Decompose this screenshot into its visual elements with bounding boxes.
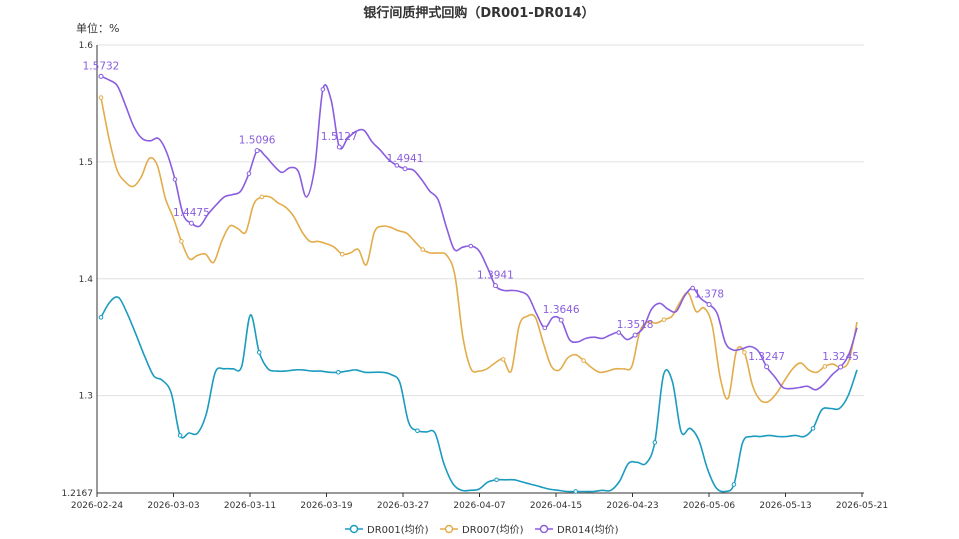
axes: 1.2167 1.3 1.4 1.5 1.6 2026-02-24 2026-03-03 20… [62, 41, 889, 511]
legend-label: DR001(均价) [367, 524, 429, 536]
y-tick-label: 1.2167 [62, 489, 94, 499]
data-point[interactable] [690, 285, 695, 291]
data-point[interactable] [339, 251, 345, 257]
data-point[interactable] [468, 243, 474, 249]
data-point[interactable] [259, 194, 265, 200]
legend-marker [539, 524, 549, 534]
data-label: 1.4941 [387, 153, 424, 165]
labeled-point[interactable] [706, 301, 712, 307]
legend-label: DR014(均价) [557, 524, 619, 536]
data-point[interactable] [415, 428, 420, 434]
x-tick-label: 2026-04-07 [453, 501, 505, 511]
unit-label: 单位：% [76, 21, 119, 35]
labeled-point[interactable] [188, 220, 194, 226]
data-label: 1.378 [694, 288, 724, 300]
data-point[interactable] [616, 330, 621, 335]
labeled-point[interactable] [98, 73, 104, 79]
data-point[interactable] [420, 247, 426, 252]
x-tick-label: 2026-03-19 [300, 501, 353, 511]
legend-marker [444, 524, 454, 534]
data-point[interactable] [172, 177, 178, 182]
data-point[interactable] [256, 350, 262, 355]
labeled-point[interactable] [558, 317, 564, 323]
data-point[interactable] [394, 163, 400, 168]
data-point[interactable] [98, 315, 104, 320]
data-point[interactable] [581, 358, 586, 363]
series-line-3[interactable] [100, 75, 858, 391]
y-tick-label: 1.6 [79, 41, 94, 51]
x-tick-label: 2026-05-21 [836, 501, 888, 511]
data-label: 1.3245 [822, 351, 859, 363]
data-label: 1.3941 [477, 270, 514, 282]
data-point[interactable] [500, 357, 506, 362]
labeled-point[interactable] [492, 283, 498, 289]
data-labels: 1.5732 1.4475 1.5096 1.5127 1.4941 1.3941 1.36… [83, 60, 859, 370]
y-tick-label: 1.3 [79, 392, 93, 402]
data-label: 1.3247 [748, 351, 785, 363]
x-tick-label: 2026-04-23 [606, 501, 658, 511]
x-tick-label: 2026-03-03 [147, 501, 199, 511]
labeled-point[interactable] [632, 332, 638, 338]
data-point[interactable] [179, 239, 184, 244]
legend-marker [349, 524, 359, 534]
legend-item-1[interactable]: DR001(均价) [345, 524, 429, 536]
x-tick-label: 2026-03-11 [224, 501, 276, 511]
data-label: 1.5732 [83, 60, 120, 72]
series-line-1[interactable] [100, 296, 858, 493]
data-label: 1.5096 [239, 135, 276, 147]
data-label: 1.3646 [543, 304, 580, 316]
data-point[interactable] [742, 350, 747, 355]
x-tick-label: 2026-05-13 [759, 501, 811, 511]
chart-title: 银行间质押式回购（DR001-DR014） [363, 5, 594, 21]
data-point[interactable] [542, 325, 548, 331]
data-point[interactable] [652, 440, 658, 445]
series-line-2[interactable] [100, 97, 858, 404]
data-point[interactable] [336, 369, 341, 375]
x-tick-label: 2026-05-06 [683, 501, 736, 511]
legend-label: DR007(均价) [462, 524, 524, 536]
legend-item-3[interactable]: DR014(均价) [535, 524, 619, 536]
data-label: 1.4475 [173, 207, 210, 219]
labeled-point[interactable] [838, 364, 844, 370]
legend-item-2[interactable]: DR007(均价) [440, 524, 524, 536]
data-point[interactable] [573, 489, 578, 494]
data-label: 1.3518 [617, 319, 654, 331]
x-tick-label: 2026-04-15 [530, 501, 582, 511]
data-label: 1.5127 [321, 131, 358, 143]
labeled-point[interactable] [764, 364, 770, 370]
data-point[interactable] [731, 482, 737, 487]
data-point[interactable] [810, 426, 816, 431]
data-point[interactable] [320, 87, 326, 92]
x-tick-label: 2026-02-24 [71, 501, 124, 511]
labeled-point[interactable] [402, 166, 408, 172]
data-point[interactable] [246, 171, 252, 176]
labeled-point[interactable] [254, 148, 260, 154]
legend[interactable]: DR001(均价) DR007(均价) DR014(均价) [345, 524, 619, 536]
y-tick-label: 1.4 [79, 275, 94, 285]
data-point[interactable] [661, 317, 667, 322]
data-point[interactable] [98, 95, 104, 100]
grid-lines [97, 44, 864, 397]
data-point[interactable] [494, 477, 499, 483]
labeled-point[interactable] [336, 144, 342, 150]
data-point[interactable] [822, 364, 828, 369]
data-point[interactable] [177, 433, 183, 438]
series-lines [98, 74, 858, 494]
y-tick-label: 1.5 [79, 158, 93, 168]
x-tick-label: 2026-03-27 [377, 501, 429, 511]
